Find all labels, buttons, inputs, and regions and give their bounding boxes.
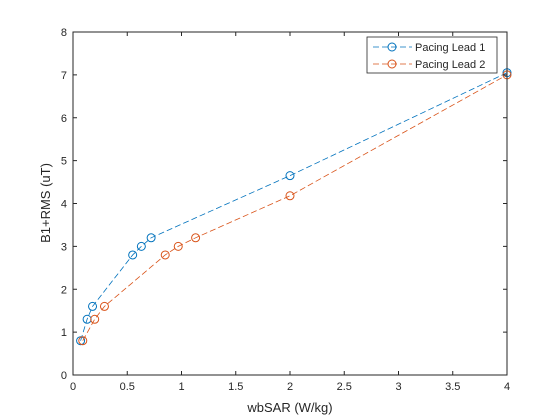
x-tick-label: 1.5 bbox=[228, 381, 243, 393]
x-tick-label: 1 bbox=[178, 381, 184, 393]
legend: Pacing Lead 1 Pacing Lead 2 bbox=[366, 36, 498, 74]
data-point bbox=[99, 301, 109, 311]
data-point bbox=[90, 314, 100, 324]
y-tick-label: 5 bbox=[61, 156, 67, 168]
data-point bbox=[191, 233, 201, 243]
data-point bbox=[88, 301, 98, 311]
series-line bbox=[82, 74, 508, 341]
y-tick-label: 7 bbox=[61, 70, 67, 82]
y-tick-label: 8 bbox=[61, 27, 67, 39]
x-tick-label: 0.5 bbox=[120, 381, 135, 393]
data-point bbox=[128, 250, 138, 260]
y-tick-label: 3 bbox=[61, 241, 67, 253]
plot-area bbox=[73, 32, 507, 375]
legend-label-1: Pacing Lead 1 bbox=[415, 42, 485, 54]
data-point bbox=[173, 241, 183, 251]
ticks-layer: 0 0.5 1 1.5 2 2.5 3 3.5 4 0 1 2 3 4 5 6 7 8 bbox=[61, 27, 510, 393]
y-tick-label: 2 bbox=[61, 284, 67, 296]
data-point bbox=[285, 171, 295, 181]
data-point bbox=[146, 233, 156, 243]
x-tick-label: 2.5 bbox=[337, 381, 352, 393]
y-tick-label: 4 bbox=[61, 199, 67, 211]
x-tick-label: 3 bbox=[395, 381, 401, 393]
y-tick-label: 6 bbox=[61, 113, 67, 125]
legend-marker-1 bbox=[387, 42, 397, 52]
x-tick-label: 0 bbox=[70, 381, 76, 393]
x-tick-label: 4 bbox=[504, 381, 510, 393]
x-axis-title: wbSAR (W/kg) bbox=[246, 400, 332, 415]
legend-marker-2 bbox=[387, 59, 397, 69]
data-point bbox=[76, 336, 86, 346]
series-line bbox=[80, 72, 508, 341]
legend-entry-2: Pacing Lead 2 bbox=[373, 59, 485, 71]
legend-entry-1: Pacing Lead 1 bbox=[373, 42, 485, 54]
y-axis-title: B1+RMS (uT) bbox=[38, 163, 53, 243]
x-tick-label: 3.5 bbox=[445, 381, 460, 393]
data-point bbox=[136, 241, 146, 251]
y-tick-label: 1 bbox=[61, 327, 67, 339]
legend-label-2: Pacing Lead 2 bbox=[415, 59, 485, 71]
x-tick-label: 2 bbox=[287, 381, 293, 393]
data-point bbox=[285, 191, 295, 201]
data-point bbox=[160, 250, 170, 260]
data-point bbox=[78, 336, 88, 346]
y-tick-label: 0 bbox=[61, 370, 67, 382]
